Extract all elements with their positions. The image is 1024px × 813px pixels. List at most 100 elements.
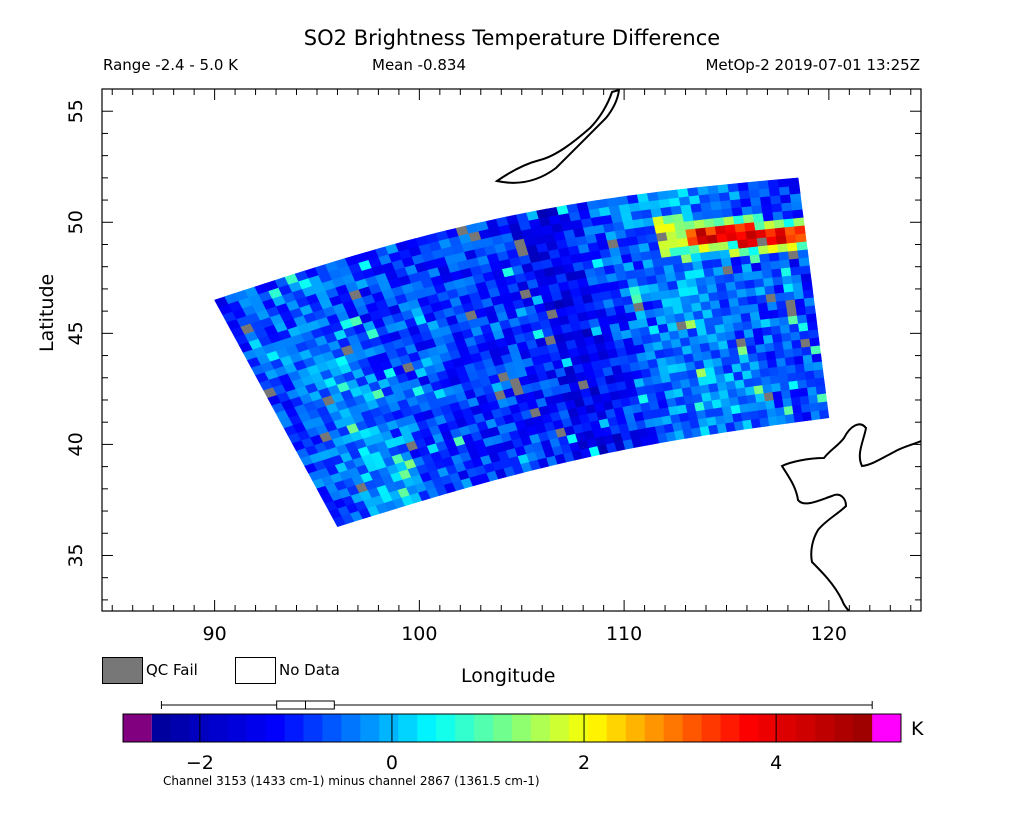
swath-cell xyxy=(715,282,728,293)
swath-cell xyxy=(724,372,736,383)
swath-cell xyxy=(741,370,753,381)
swath-cell xyxy=(732,321,745,332)
x-tick-label: 120 xyxy=(811,623,847,645)
colorbar-segment xyxy=(568,714,589,742)
swath-cell xyxy=(763,220,776,231)
swath-cell xyxy=(756,237,769,248)
swath-cell xyxy=(745,287,757,298)
swath-cell xyxy=(744,336,756,347)
swath-cell xyxy=(720,257,733,268)
swath-cell xyxy=(810,345,822,356)
swath-cell xyxy=(818,409,830,420)
swath-cell xyxy=(794,298,806,309)
swath-cell xyxy=(783,218,795,229)
swath-cell xyxy=(767,179,780,189)
swath-cell xyxy=(771,333,783,344)
swath-cell xyxy=(788,258,801,269)
swath-cell xyxy=(781,275,794,286)
swath-cell xyxy=(784,356,796,367)
swath-cell xyxy=(712,316,725,327)
swath-cell xyxy=(738,190,751,200)
satellite-timestamp: MetOp-2 2019-07-01 13:25Z xyxy=(705,56,920,74)
swath-cell xyxy=(804,370,816,381)
swath-cell xyxy=(776,300,788,311)
swath-cell xyxy=(762,277,775,288)
swath-cell xyxy=(743,378,755,389)
colorbar-tick-label: 0 xyxy=(386,752,398,774)
qc-fail-label: QC Fail xyxy=(146,661,198,679)
swath-cell xyxy=(765,293,777,304)
colorbar-segment xyxy=(549,714,570,742)
swath-cell xyxy=(738,354,750,365)
swath-cell xyxy=(693,219,706,230)
swath-cell xyxy=(731,207,744,217)
swath-cell xyxy=(782,210,794,221)
swath-cell xyxy=(779,381,791,392)
swath-cell xyxy=(792,404,803,415)
colorbar-segment xyxy=(606,714,627,742)
x-axis: 90 100 110 120 xyxy=(111,89,912,645)
swath-cell xyxy=(774,349,786,360)
swath-cell xyxy=(768,187,781,197)
swath-cell xyxy=(665,230,678,241)
colorbar-segment xyxy=(303,714,323,742)
swath-cell xyxy=(717,241,730,252)
swath-cell xyxy=(760,375,772,386)
swath-cell xyxy=(755,343,767,354)
swath-cell xyxy=(811,353,823,364)
swath-cell xyxy=(749,410,760,421)
colorbar-unit: K xyxy=(911,718,924,740)
swath-cell xyxy=(783,405,795,416)
swath-cell xyxy=(760,196,772,206)
y-tick-label: 55 xyxy=(65,99,87,123)
swath-cell xyxy=(749,361,761,371)
swath-cell xyxy=(798,322,809,333)
swath-cell xyxy=(691,211,705,222)
swath-cell xyxy=(728,297,740,308)
swath-cell xyxy=(664,222,677,233)
swath-cell xyxy=(711,209,724,220)
swath-cell xyxy=(803,297,815,308)
swath-cell xyxy=(720,356,733,367)
range-info: Range -2.4 - 5.0 K xyxy=(103,56,238,74)
swath-cell xyxy=(726,339,738,350)
x-tick-label: 110 xyxy=(606,623,642,645)
swath-cell xyxy=(697,186,710,196)
no-data-swatch xyxy=(235,657,276,684)
swath-cell xyxy=(709,300,722,310)
colorbar-segment xyxy=(682,714,703,742)
swath-cell xyxy=(698,293,711,304)
swath-cell xyxy=(725,331,737,342)
swath-cell xyxy=(750,197,762,207)
swath-heatmap xyxy=(214,177,830,527)
swath-cell xyxy=(743,328,755,339)
swath-cell xyxy=(792,347,804,358)
colorbar-tick-label: 2 xyxy=(578,752,590,774)
swath-cell xyxy=(792,209,804,220)
swath-cell xyxy=(706,234,719,245)
coastlines xyxy=(494,89,921,611)
swath-cell xyxy=(685,278,698,289)
swath-cell xyxy=(787,372,798,383)
colorbar-segment xyxy=(777,714,797,742)
colorbar-segment xyxy=(227,714,248,742)
swath-cell xyxy=(714,274,726,285)
swath-cell xyxy=(670,205,683,216)
swath-cell xyxy=(749,311,761,322)
swath-cell xyxy=(777,243,789,254)
swath-cell xyxy=(730,256,743,267)
swath-cell xyxy=(727,183,740,193)
colorbar-segment xyxy=(170,714,191,742)
colorbar-segment xyxy=(663,714,684,742)
swath-cell xyxy=(737,346,749,356)
swath-cell xyxy=(795,371,807,382)
swath-cell xyxy=(746,394,758,405)
swath-cell xyxy=(717,184,730,194)
swath-cell xyxy=(814,377,826,388)
swath-cell xyxy=(761,269,774,280)
swath-cell xyxy=(708,242,720,253)
swath-cell xyxy=(713,217,726,228)
swath-cell xyxy=(786,307,798,318)
swath-cell xyxy=(756,351,768,362)
